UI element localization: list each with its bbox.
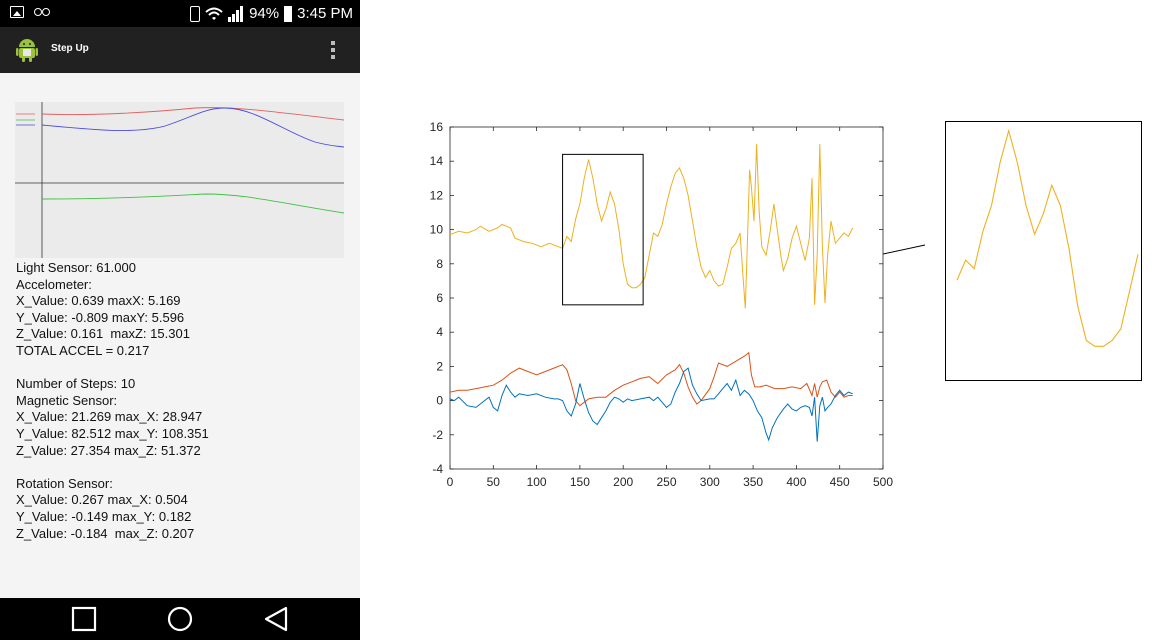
y-tick-label: 16 bbox=[430, 120, 444, 134]
accel-line-chart: 0 50 100 150 200 250 300 350 400 450 500 -4 -2 0 2 4 6 8 1… bbox=[430, 120, 894, 489]
x-tick-label: 0 bbox=[447, 475, 454, 489]
plot-area bbox=[449, 126, 884, 470]
y-tick-label: 6 bbox=[436, 291, 443, 305]
zoom-series-line bbox=[956, 128, 1139, 347]
accel-z-text: Z_Value: 0.161 maxZ: 15.301 bbox=[16, 326, 190, 342]
x-tick-label: 150 bbox=[570, 475, 590, 489]
x-tick-label: 500 bbox=[873, 475, 893, 489]
y-tick-label: 12 bbox=[430, 188, 444, 202]
accel-x-text: X_Value: 0.639 maxX: 5.169 bbox=[16, 293, 181, 309]
app-title: Step Up bbox=[51, 43, 89, 54]
back-icon[interactable] bbox=[263, 606, 289, 632]
magnetic-x-text: X_Value: 21.269 max_X: 28.947 bbox=[16, 409, 203, 425]
zoom-highlight-box bbox=[562, 153, 644, 306]
light-sensor-text: Light Sensor: 61.000 bbox=[16, 260, 136, 275]
graph-series-blue bbox=[41, 107, 344, 148]
recent-apps-icon[interactable] bbox=[71, 606, 97, 632]
x-tick-label: 350 bbox=[743, 475, 763, 489]
home-icon[interactable] bbox=[167, 606, 193, 632]
battery-icon bbox=[284, 5, 293, 22]
x-tick-label: 250 bbox=[656, 475, 676, 489]
magnetic-y-text: Y_Value: 82.512 max_Y: 108.351 bbox=[16, 425, 209, 441]
rotation-header: Rotation Sensor: bbox=[16, 475, 113, 491]
x-tick-label: 200 bbox=[613, 475, 633, 489]
voicemail-icon bbox=[34, 6, 50, 18]
series-line-2 bbox=[450, 367, 853, 442]
y-tick-label: 8 bbox=[436, 257, 443, 271]
y-tick-label: 10 bbox=[430, 223, 444, 237]
signal-icon bbox=[228, 5, 244, 22]
y-tick-label: -2 bbox=[432, 428, 443, 442]
phone-screenshot: 94% 3:45 PM Step Up bbox=[0, 0, 360, 640]
magnetic-header: Magnetic Sensor: bbox=[16, 392, 118, 408]
sensor-graph bbox=[15, 102, 344, 258]
sensor-readout: Light Sensor: 61.000 Accelometer: X_Valu… bbox=[16, 260, 209, 542]
status-bar: 94% 3:45 PM bbox=[0, 0, 360, 27]
navigation-bar bbox=[0, 598, 360, 640]
android-icon bbox=[16, 39, 38, 62]
app-bar: Step Up bbox=[0, 27, 360, 73]
y-tick-label: 4 bbox=[436, 325, 443, 339]
x-tick-label: 450 bbox=[830, 475, 850, 489]
rotation-y-text: Y_Value: -0.149 max_Y: 0.182 bbox=[16, 508, 192, 524]
accel-header: Accelometer: bbox=[16, 276, 92, 292]
magnetic-z-text: Z_Value: 27.354 max_Z: 51.372 bbox=[16, 442, 201, 458]
x-tick-label: 400 bbox=[786, 475, 806, 489]
clock: 3:45 PM bbox=[297, 5, 353, 22]
accel-y-text: Y_Value: -0.809 maxY: 5.596 bbox=[16, 309, 185, 325]
steps-text: Number of Steps: 10 bbox=[16, 376, 136, 392]
rotation-x-text: X_Value: 0.267 max_X: 0.504 bbox=[16, 492, 188, 508]
y-tick-label: -4 bbox=[432, 462, 443, 476]
series-line-1 bbox=[450, 351, 853, 407]
y-tick-label: 2 bbox=[436, 359, 443, 373]
overflow-menu-icon[interactable] bbox=[326, 39, 340, 61]
x-tick-label: 300 bbox=[700, 475, 720, 489]
graph-series-red bbox=[41, 107, 344, 121]
total-accel-text: TOTAL ACCEL = 0.217 bbox=[16, 342, 150, 358]
zoom-frame bbox=[945, 121, 1142, 381]
graph-series-green bbox=[41, 193, 344, 214]
zoom-inset-chart bbox=[945, 121, 1142, 381]
y-tick-label: 0 bbox=[436, 394, 443, 408]
rotation-z-text: Z_Value: -0.184 max_Z: 0.207 bbox=[16, 525, 195, 541]
battery-percent: 94% bbox=[249, 5, 280, 22]
x-tick-label: 50 bbox=[487, 475, 501, 489]
y-tick-label: 14 bbox=[430, 154, 444, 168]
phone-outline-icon bbox=[190, 5, 201, 22]
graph-legend bbox=[16, 113, 35, 126]
x-tick-label: 100 bbox=[527, 475, 547, 489]
image-icon bbox=[10, 6, 24, 18]
wifi-icon bbox=[205, 7, 223, 20]
